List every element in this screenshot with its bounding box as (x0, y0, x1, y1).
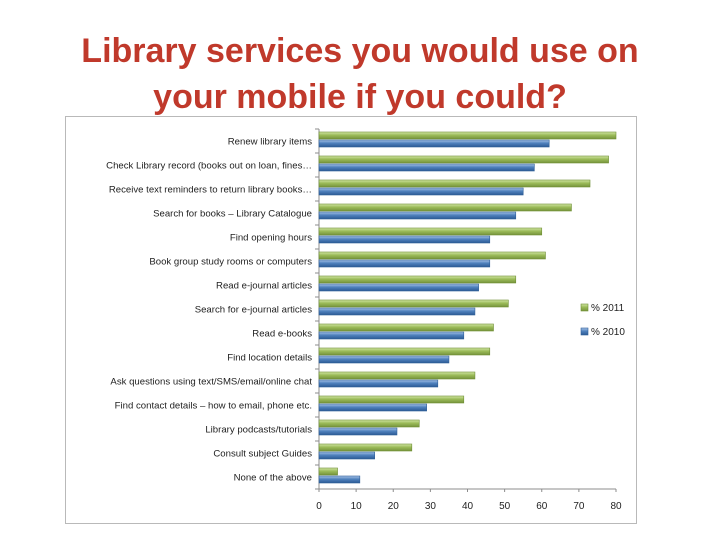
x-tick-labels: 0 10 20 30 40 50 60 70 80 (316, 501, 622, 512)
x-tick-label: 60 (536, 501, 548, 512)
category-label: Find location details (227, 353, 312, 364)
chart-frame: Renew library items Check Library record … (65, 116, 637, 524)
bar-2011-consult-subject-guides (318, 443, 413, 452)
category-label: Find opening hours (230, 233, 312, 244)
category-label: Search for e-journal articles (195, 305, 313, 316)
x-tick-label: 20 (388, 501, 400, 512)
bar-2010-read-e-journal-articles (318, 283, 479, 292)
x-tick-label: 70 (573, 501, 585, 512)
category-label: Read e-books (252, 329, 312, 340)
category-label: Read e-journal articles (216, 281, 312, 292)
category-label: Library podcasts/tutorials (205, 425, 312, 436)
x-tick-label: 0 (316, 501, 322, 512)
title-line-1: Library services you would use on (81, 32, 639, 70)
bar-2011-renew-library-items (318, 131, 617, 140)
bar-2010-find-opening-hours (318, 235, 491, 244)
bar-2010-read-e-books (318, 331, 465, 340)
category-label: Receive text reminders to return library… (109, 185, 312, 196)
category-label: Renew library items (228, 137, 312, 148)
bar-2011-read-e-journal-articles (318, 275, 517, 284)
bar-2011-find-location-details (318, 347, 491, 356)
x-tick-label: 40 (462, 501, 474, 512)
category-label: Search for books – Library Catalogue (153, 209, 312, 220)
bar-2011-receive-text-reminders-to-return-library-books (318, 179, 591, 188)
bar-2010-receive-text-reminders-to-return-library-books (318, 187, 524, 196)
bar-2011-search-for-e-journal-articles (318, 299, 509, 308)
category-label: Book group study rooms or computers (149, 257, 312, 268)
category-label: Ask questions using text/SMS/email/onlin… (110, 377, 312, 388)
x-tick-label: 10 (351, 501, 363, 512)
legend-swatch-2010 (580, 327, 589, 336)
category-label: None of the above (234, 473, 312, 484)
bar-2010-search-for-e-journal-articles (318, 307, 476, 316)
x-tick-label: 80 (610, 501, 622, 512)
legend: % 2011 % 2010 (580, 303, 625, 338)
legend-swatch-2011 (580, 303, 589, 312)
bar-2011-find-contact-details-how-to-email-phone-etc (318, 395, 465, 404)
bar-2011-none-of-the-above (318, 467, 338, 476)
bar-2011-book-group-study-rooms-or-computers (318, 251, 546, 260)
bar-2011-ask-questions-using-text-sms-email-online-chat (318, 371, 476, 380)
bar-2010-book-group-study-rooms-or-computers (318, 259, 491, 268)
slide-title: Library services you would use on your m… (40, 28, 680, 120)
title-line-2: your mobile if you could? (153, 78, 567, 116)
bar-2011-search-for-books-library-catalogue (318, 203, 572, 212)
category-labels: Renew library items Check Library record … (106, 137, 312, 484)
bar-2010-consult-subject-guides (318, 451, 375, 460)
bar-2010-find-location-details (318, 355, 450, 364)
bar-2010-library-podcasts-tutorials (318, 427, 398, 436)
bar-2011-find-opening-hours (318, 227, 543, 236)
category-label: Check Library record (books out on loan,… (106, 161, 312, 172)
bars (318, 131, 617, 484)
x-tick-label: 30 (425, 501, 437, 512)
bar-2011-library-podcasts-tutorials (318, 419, 420, 428)
bar-2010-find-contact-details-how-to-email-phone-etc (318, 403, 427, 412)
bar-chart: Renew library items Check Library record … (106, 128, 625, 512)
bar-2010-renew-library-items (318, 139, 550, 148)
legend-label-2011: % 2011 (591, 303, 625, 314)
bar-2010-ask-questions-using-text-sms-email-online-chat (318, 379, 439, 388)
bar-2010-none-of-the-above (318, 475, 361, 484)
category-label: Consult subject Guides (213, 449, 312, 460)
bar-2010-search-for-books-library-catalogue (318, 211, 517, 220)
bar-2011-read-e-books (318, 323, 494, 332)
bar-2011-check-library-record-books-out-on-loan-fines (318, 155, 609, 164)
category-label: Find contact details – how to email, pho… (115, 401, 312, 412)
legend-label-2010: % 2010 (591, 327, 625, 338)
bar-2010-check-library-record-books-out-on-loan-fines (318, 163, 535, 172)
x-tick-label: 50 (499, 501, 511, 512)
